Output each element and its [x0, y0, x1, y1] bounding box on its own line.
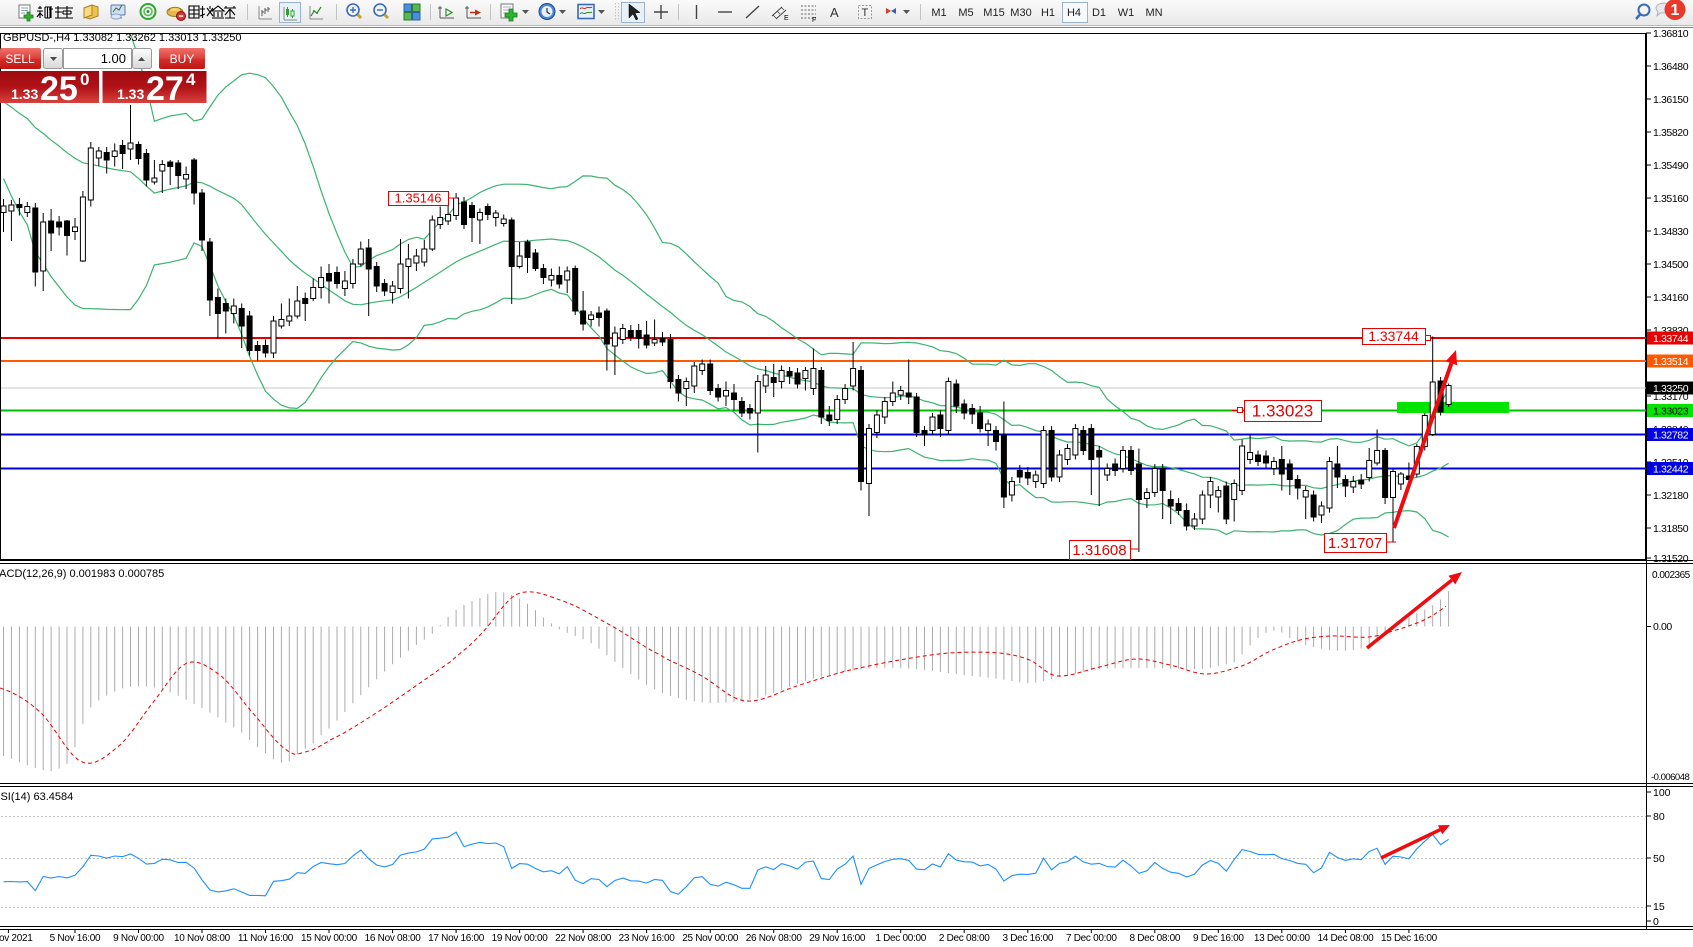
svg-text:1.36480: 1.36480 [1653, 61, 1689, 73]
svg-text:T: T [862, 7, 869, 19]
svg-text:1.33744: 1.33744 [1368, 328, 1419, 344]
svg-text:1.36150: 1.36150 [1653, 94, 1689, 106]
svg-text:13 Dec 00:00: 13 Dec 00:00 [1254, 933, 1311, 944]
svg-text:1.31608: 1.31608 [1072, 542, 1126, 559]
svg-text:27: 27 [146, 70, 184, 108]
svg-text:1.33023: 1.33023 [1252, 402, 1313, 421]
svg-text:9 Nov 00:00: 9 Nov 00:00 [113, 933, 164, 944]
svg-text:4: 4 [186, 70, 196, 89]
svg-text:2 Dec 08:00: 2 Dec 08:00 [939, 933, 990, 944]
svg-text:9 Dec 16:00: 9 Dec 16:00 [1193, 933, 1244, 944]
svg-text:100: 100 [1653, 787, 1671, 799]
svg-text:BUY: BUY [170, 52, 195, 66]
svg-text:F: F [812, 17, 816, 24]
svg-text:M30: M30 [1010, 7, 1031, 19]
svg-text:22 Nov 08:00: 22 Nov 08:00 [555, 933, 612, 944]
svg-text:E: E [784, 15, 789, 22]
svg-text:1.35146: 1.35146 [395, 191, 442, 206]
svg-text:1.33744: 1.33744 [1653, 333, 1689, 345]
svg-text:1.36810: 1.36810 [1653, 28, 1689, 40]
svg-text:4 Nov 2021: 4 Nov 2021 [0, 933, 33, 944]
svg-text:1.34830: 1.34830 [1653, 226, 1689, 238]
svg-text:1.34500: 1.34500 [1653, 259, 1689, 271]
svg-text:11 Nov 16:00: 11 Nov 16:00 [238, 933, 294, 944]
svg-text:1.33: 1.33 [117, 86, 144, 102]
svg-text:1.32782: 1.32782 [1653, 430, 1689, 442]
svg-text:1 Dec 00:00: 1 Dec 00:00 [875, 933, 926, 944]
svg-text:1.31707: 1.31707 [1328, 535, 1382, 552]
svg-text:0: 0 [1653, 916, 1659, 928]
svg-text:M15: M15 [983, 7, 1004, 19]
svg-text:M5: M5 [958, 7, 973, 19]
svg-text:RSI(14) 63.4584: RSI(14) 63.4584 [0, 791, 73, 803]
svg-text:M1: M1 [931, 7, 946, 19]
svg-text:MACD(12,26,9) 0.001983 0.00078: MACD(12,26,9) 0.001983 0.000785 [0, 568, 164, 580]
svg-text:23 Nov 16:00: 23 Nov 16:00 [619, 933, 676, 944]
svg-text:1.35490: 1.35490 [1653, 160, 1689, 172]
svg-text:0.002365: 0.002365 [1652, 570, 1691, 581]
svg-text:15 Dec 16:00: 15 Dec 16:00 [1381, 933, 1438, 944]
svg-text:1.33023: 1.33023 [1653, 406, 1689, 418]
svg-text:1.00: 1.00 [101, 51, 126, 66]
svg-text:1.33: 1.33 [11, 86, 38, 102]
svg-text:10 Nov 08:00: 10 Nov 08:00 [174, 933, 231, 944]
svg-text:1.31520: 1.31520 [1653, 553, 1689, 565]
svg-text:14 Dec 08:00: 14 Dec 08:00 [1317, 933, 1374, 944]
svg-text:1.34160: 1.34160 [1653, 292, 1689, 304]
svg-text:26 Nov 08:00: 26 Nov 08:00 [746, 933, 803, 944]
svg-text:-0.006048: -0.006048 [1651, 772, 1690, 783]
svg-text:GBPUSD-,H4 1.33082 1.33262 1.: GBPUSD-,H4 1.33082 1.33262 1.33013 1.332… [3, 32, 242, 44]
svg-text:80: 80 [1653, 811, 1665, 823]
svg-text:25: 25 [40, 70, 78, 108]
svg-text:17 Nov 16:00: 17 Nov 16:00 [428, 933, 485, 944]
svg-text:1.32180: 1.32180 [1653, 490, 1689, 502]
svg-text:W1: W1 [1118, 7, 1135, 19]
svg-text:15 Nov 00:00: 15 Nov 00:00 [301, 933, 358, 944]
svg-text:50: 50 [1653, 853, 1665, 865]
svg-text:SELL: SELL [5, 52, 35, 66]
svg-text:1.33250: 1.33250 [1653, 383, 1689, 395]
svg-text:7 Dec 00:00: 7 Dec 00:00 [1066, 933, 1117, 944]
svg-text:29 Nov 16:00: 29 Nov 16:00 [809, 933, 866, 944]
svg-text:1.33514: 1.33514 [1653, 356, 1689, 368]
svg-text:H1: H1 [1041, 7, 1055, 19]
svg-text:0.00: 0.00 [1653, 621, 1672, 633]
svg-text:25 Nov 00:00: 25 Nov 00:00 [682, 933, 739, 944]
svg-text:MN: MN [1145, 7, 1162, 19]
svg-text:A: A [830, 5, 839, 20]
svg-text:0: 0 [80, 70, 89, 89]
svg-text:8 Dec 08:00: 8 Dec 08:00 [1129, 933, 1180, 944]
svg-text:19 Nov 00:00: 19 Nov 00:00 [492, 933, 549, 944]
svg-text:16 Nov 08:00: 16 Nov 08:00 [365, 933, 422, 944]
svg-text:15: 15 [1653, 901, 1665, 913]
svg-text:1.31850: 1.31850 [1653, 523, 1689, 535]
svg-text:5 Nov 16:00: 5 Nov 16:00 [50, 933, 101, 944]
svg-text:H4: H4 [1067, 7, 1081, 19]
svg-text:1: 1 [1671, 2, 1680, 19]
svg-text:1.35160: 1.35160 [1653, 193, 1689, 205]
svg-text:3 Dec 16:00: 3 Dec 16:00 [1002, 933, 1053, 944]
svg-text:1.32442: 1.32442 [1653, 464, 1689, 476]
svg-text:D1: D1 [1092, 7, 1106, 19]
svg-text:1.35820: 1.35820 [1653, 127, 1689, 139]
